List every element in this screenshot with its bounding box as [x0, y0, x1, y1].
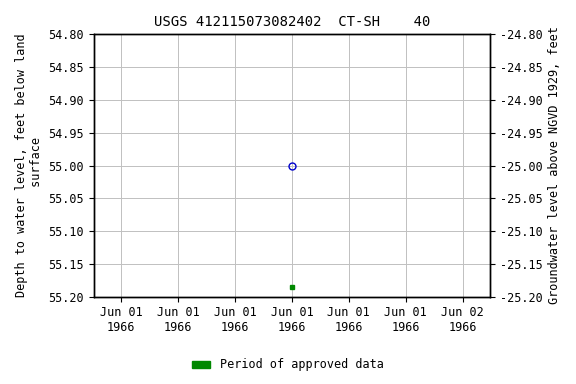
- Title: USGS 412115073082402  CT-SH    40: USGS 412115073082402 CT-SH 40: [154, 15, 430, 29]
- Y-axis label: Depth to water level, feet below land
 surface: Depth to water level, feet below land su…: [15, 34, 43, 297]
- Y-axis label: Groundwater level above NGVD 1929, feet: Groundwater level above NGVD 1929, feet: [548, 26, 561, 305]
- Legend: Period of approved data: Period of approved data: [188, 354, 388, 376]
